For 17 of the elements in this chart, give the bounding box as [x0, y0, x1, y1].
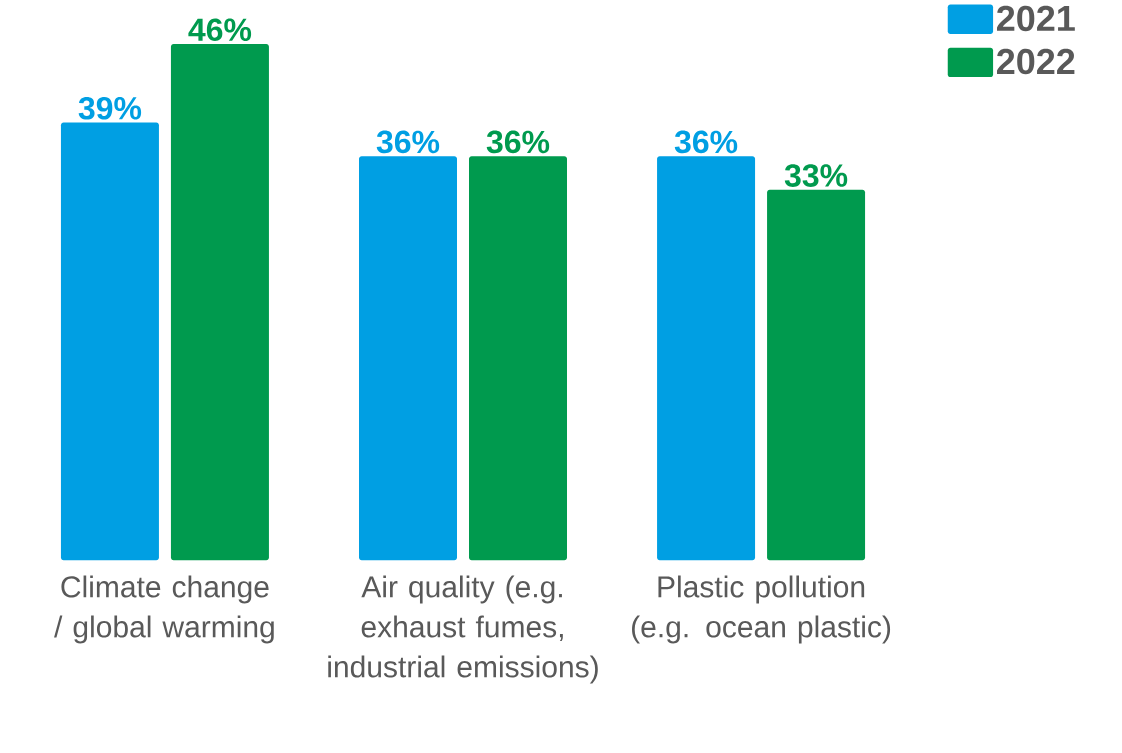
x-tick-label: Climate change / global warming [54, 575, 274, 644]
data-label: 39% [78, 96, 142, 120]
x-tick-label: Air quality (e.g. exhaust fumes, industrial emissions) [328, 575, 598, 684]
bar [359, 156, 457, 561]
bar [767, 189, 866, 561]
bar [170, 43, 269, 561]
data-label: 33% [784, 164, 848, 187]
bar [60, 122, 159, 561]
legend-label: 2022 [997, 48, 1075, 75]
bar [657, 156, 756, 561]
x-tick-label: Plastic pollution (e.g. ocean plastic) [632, 575, 891, 644]
legend-label: 2021 [997, 5, 1075, 32]
data-label: 36% [674, 130, 738, 154]
data-label: 36% [376, 130, 440, 154]
data-label: 46% [188, 18, 252, 41]
data-label: 36% [486, 130, 550, 154]
bar [469, 156, 567, 561]
